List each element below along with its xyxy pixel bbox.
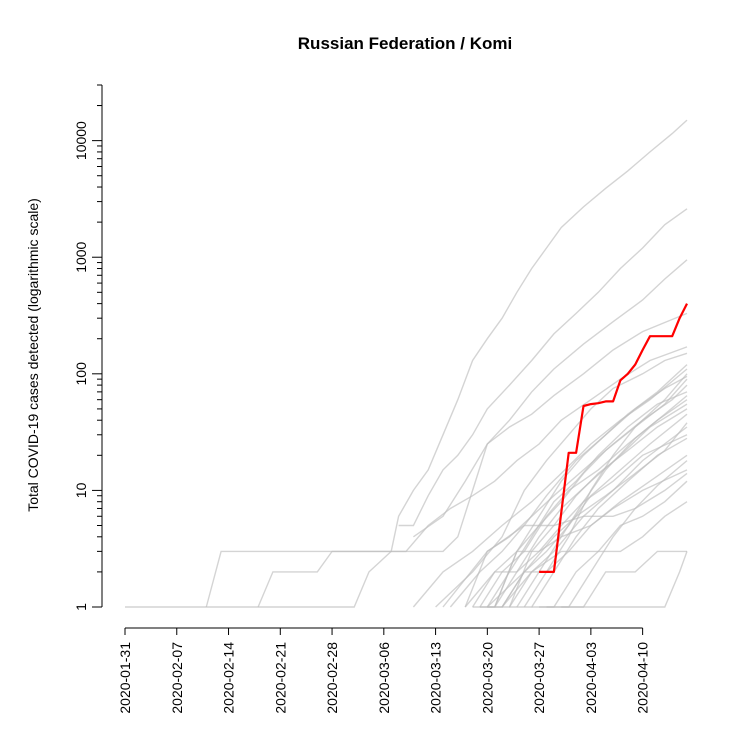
background-series-line-1 <box>125 119 688 608</box>
highlight-series-group <box>539 303 688 573</box>
y-axis: 1 10 100 1000 10000 <box>73 84 103 611</box>
x-tick-label: 2020-04-03 <box>583 642 599 714</box>
y-tick-label: 10000 <box>73 121 89 160</box>
highlight-series-line <box>539 303 688 573</box>
background-series-line-27 <box>494 364 688 608</box>
background-series-line-13 <box>501 413 688 608</box>
x-tick-label: 2020-02-21 <box>272 642 288 714</box>
x-tick-label: 2020-03-06 <box>376 642 392 714</box>
background-series-line-3 <box>413 259 688 538</box>
y-tick-label: 1 <box>73 603 89 611</box>
y-axis-title: Total COVID-19 cases detected (logarithm… <box>25 198 41 512</box>
background-series-line-2 <box>398 208 688 527</box>
background-series-line-30 <box>486 422 688 608</box>
y-tick-label: 10 <box>73 482 89 498</box>
background-series-line-22 <box>531 480 688 608</box>
x-axis: 2020-01-31 2020-02-07 2020-02-14 2020-02-21… <box>117 627 651 714</box>
background-series-line-28 <box>508 408 688 608</box>
background-series-line-26 <box>561 551 688 608</box>
x-tick-label: 2020-03-13 <box>428 642 444 714</box>
background-series-line-10 <box>486 391 688 608</box>
x-tick-label: 2020-01-31 <box>117 642 133 714</box>
x-tick-label: 2020-03-27 <box>531 642 547 714</box>
background-series-line-21 <box>464 469 688 608</box>
chart-title: Russian Federation / Komi <box>298 34 512 53</box>
background-series-line-11 <box>479 399 688 608</box>
y-tick-label: 100 <box>73 362 89 386</box>
background-series-line-5 <box>205 346 688 608</box>
background-series-line-17 <box>472 434 688 608</box>
background-series-line-23 <box>501 501 688 608</box>
x-tick-label: 2020-02-07 <box>169 642 185 714</box>
background-series-line-25 <box>442 472 688 608</box>
y-tick-label: 1000 <box>73 241 89 272</box>
x-tick-label: 2020-02-14 <box>221 642 237 714</box>
background-series-line-7 <box>412 368 688 608</box>
x-tick-label: 2020-02-28 <box>324 642 340 714</box>
background-series-line-19 <box>523 373 688 608</box>
background-series-line-29 <box>546 460 688 608</box>
x-tick-label: 2020-04-10 <box>635 642 651 714</box>
x-tick-label: 2020-03-20 <box>479 642 495 714</box>
background-series-line-18 <box>509 437 688 608</box>
background-series-line-16 <box>494 378 688 608</box>
background-series-group <box>125 119 688 608</box>
background-series-line-8 <box>449 375 688 608</box>
background-series-line-4 <box>257 312 688 608</box>
